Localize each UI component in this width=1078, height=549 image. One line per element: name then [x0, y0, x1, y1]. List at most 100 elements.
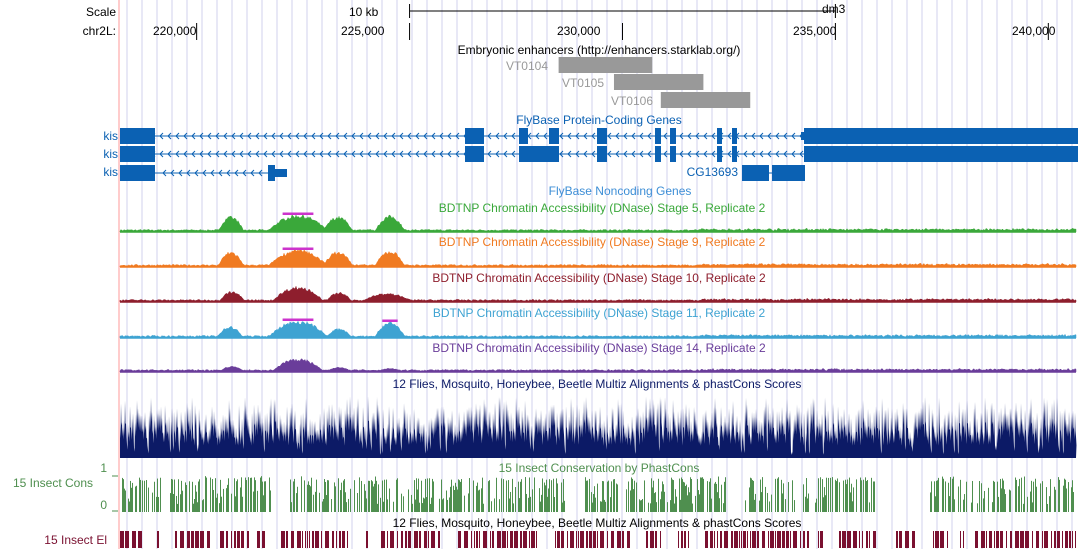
phastcons-bar	[319, 492, 320, 512]
phastcons-bar	[641, 500, 642, 512]
phastcons-bar	[672, 479, 673, 512]
phastcons-track-title[interactable]: 15 Insect Conservation by PhastCons	[498, 461, 700, 475]
conserved-element	[750, 531, 751, 548]
phastcons-bar	[501, 478, 502, 512]
scale-bar-label: 10 kb	[349, 5, 379, 19]
phastcons-bar	[820, 477, 821, 512]
conserved-element	[561, 531, 564, 548]
strand-arrow	[255, 132, 260, 140]
phastcons-bar	[851, 483, 852, 512]
conserved-element	[905, 531, 909, 548]
conserved-element	[381, 531, 385, 548]
enhancer-item-label[interactable]: VT0104	[505, 59, 548, 73]
phastcons-track[interactable]	[112, 475, 1074, 512]
strand-arrow	[263, 132, 268, 140]
dnase-track-title[interactable]: BDTNP Chromatin Accessibility (DNase) St…	[432, 341, 766, 355]
dnase-track-title[interactable]: BDTNP Chromatin Accessibility (DNase) St…	[432, 271, 766, 285]
dnase-track-title[interactable]: BDTNP Chromatin Accessibility (DNase) St…	[432, 306, 766, 320]
strand-arrow	[559, 132, 564, 140]
strand-arrow	[242, 169, 247, 177]
phastcons-bar	[326, 495, 327, 512]
enhancer-track-title[interactable]: Embryonic enhancers (http://enhancers.st…	[457, 43, 741, 57]
phastcons-bar	[509, 498, 510, 512]
conserved-element	[490, 531, 491, 548]
strand-arrow	[335, 150, 340, 158]
dnase-tracks[interactable]	[119, 212, 1077, 373]
phastcons-bar	[724, 481, 725, 512]
phastcons-bar	[953, 476, 954, 512]
conserved-element	[191, 531, 194, 548]
gene-row-label[interactable]: kis	[103, 165, 118, 179]
phastcons-bar	[139, 477, 140, 512]
phastcons-bar	[210, 477, 211, 512]
phastcons-bar	[935, 496, 936, 512]
phastcons-bar	[639, 499, 640, 512]
conserved-element	[1010, 531, 1012, 548]
enhancer-item-label[interactable]: VT0105	[561, 76, 604, 90]
signal-clipped-marker	[282, 212, 314, 215]
gene-extra-label[interactable]: CG13693	[686, 165, 738, 179]
gene-row-label[interactable]: kis	[103, 129, 118, 143]
phastcons-bar	[765, 486, 766, 512]
strand-arrow	[231, 150, 236, 158]
phastcons-bar	[1036, 486, 1037, 512]
phastcons-bar	[652, 487, 653, 512]
conserved-element	[720, 531, 722, 548]
phastcons-bar	[489, 480, 490, 512]
noncoding-track-title[interactable]: FlyBase Noncoding Genes	[548, 184, 692, 198]
conserved-element	[567, 531, 568, 548]
conserved-elements-track[interactable]	[120, 531, 1076, 548]
gene-track[interactable]	[120, 128, 1078, 181]
dnase-track-title[interactable]: BDTNP Chromatin Accessibility (DNase) St…	[438, 201, 766, 215]
strand-arrow	[202, 169, 207, 177]
phastcons-bar	[753, 480, 754, 512]
phastcons-side-label[interactable]: 15 Insect Cons	[12, 476, 93, 490]
phastcons-bar	[1054, 486, 1055, 512]
phastcons-bar	[542, 478, 543, 512]
strand-arrow	[591, 150, 596, 158]
conserved-element	[286, 531, 288, 548]
phastcons-bar	[541, 494, 542, 512]
phastcons-bar	[942, 476, 943, 512]
phastcons-bar	[592, 502, 593, 512]
conserved-element	[775, 531, 776, 548]
strand-arrow	[167, 150, 172, 158]
conserved-element	[1069, 531, 1071, 548]
gene-track-title[interactable]: FlyBase Protein-Coding Genes	[516, 113, 682, 127]
gene-row-label[interactable]: kis	[103, 147, 118, 161]
phastcons-bar	[461, 479, 462, 512]
enhancer-feature	[660, 92, 751, 108]
phastcons-bar	[441, 479, 442, 512]
base-position-ruler[interactable]	[196, 4, 1049, 40]
phastcons-bar	[1024, 476, 1025, 512]
phastcons-bar	[856, 479, 857, 512]
conserved-element	[724, 531, 728, 548]
strand-arrow	[615, 132, 620, 140]
conserved-element	[507, 531, 508, 548]
conserved-element	[231, 531, 232, 548]
elements-track-title[interactable]: 12 Flies, Mosquito, Honeybee, Beetle Mul…	[392, 516, 802, 530]
phastcons-bar	[530, 496, 531, 512]
strand-arrow	[575, 132, 580, 140]
phastcons-bar	[700, 477, 701, 512]
ruler-tick-label: 240,000	[1012, 24, 1056, 38]
conserved-element	[458, 531, 461, 548]
elements-side-label[interactable]: 15 Insect El	[44, 533, 107, 547]
enhancer-item-label[interactable]: VT0106	[610, 94, 653, 108]
strand-arrow	[335, 132, 340, 140]
conserved-element	[607, 531, 608, 548]
phastcons-bar	[936, 480, 937, 512]
dnase-track-title[interactable]: BDTNP Chromatin Accessibility (DNase) St…	[438, 235, 766, 249]
multiz-track-title[interactable]: 12 Flies, Mosquito, Honeybee, Beetle Mul…	[392, 377, 802, 391]
phastcons-bar	[604, 499, 605, 512]
conserved-element	[747, 531, 748, 548]
phastcons-bar	[343, 480, 344, 512]
multiz-track[interactable]	[120, 396, 1077, 458]
phastcons-bar	[1035, 478, 1036, 512]
strand-arrow	[226, 169, 231, 177]
enhancer-track[interactable]	[558, 57, 751, 108]
strand-arrow	[759, 150, 764, 158]
phastcons-bar	[852, 501, 853, 512]
phastcons-bar	[586, 480, 587, 512]
